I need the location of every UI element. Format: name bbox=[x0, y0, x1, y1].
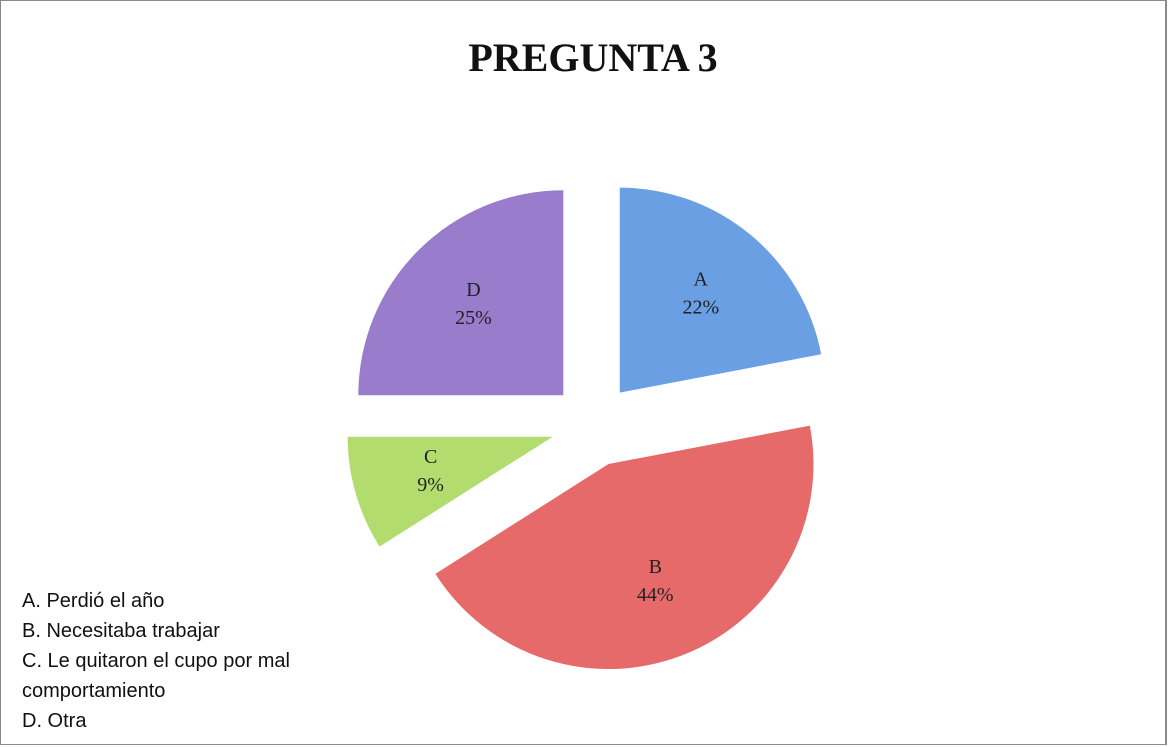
slice-value-label: 22% bbox=[682, 296, 719, 318]
slice-category-label: C bbox=[424, 446, 437, 468]
legend-entry: C. Le quitaron el cupo por mal comportam… bbox=[22, 650, 290, 702]
pie-slice bbox=[347, 436, 553, 547]
legend-entry: D. Otra bbox=[22, 710, 87, 732]
slice-category-label: B bbox=[649, 556, 662, 578]
slice-category-label: D bbox=[466, 279, 480, 301]
pie-slice bbox=[358, 190, 564, 396]
slice-value-label: 44% bbox=[637, 584, 674, 606]
pie-slice bbox=[619, 187, 822, 393]
legend-entry: A. Perdió el año bbox=[22, 590, 165, 612]
pie-slice bbox=[435, 425, 814, 670]
slice-value-label: 25% bbox=[455, 307, 492, 329]
chart-title: PREGUNTA 3 bbox=[468, 35, 717, 80]
slice-category-label: A bbox=[694, 268, 709, 290]
slice-value-label: 9% bbox=[417, 474, 444, 496]
legend: A. Perdió el año B. Necesitaba trabajar C.… bbox=[22, 586, 382, 736]
legend-entry: B. Necesitaba trabajar bbox=[22, 620, 220, 642]
